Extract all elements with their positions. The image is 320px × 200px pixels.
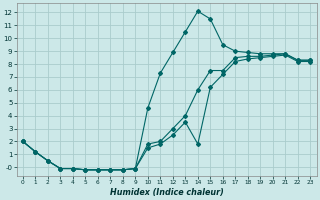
X-axis label: Humidex (Indice chaleur): Humidex (Indice chaleur): [110, 188, 223, 197]
